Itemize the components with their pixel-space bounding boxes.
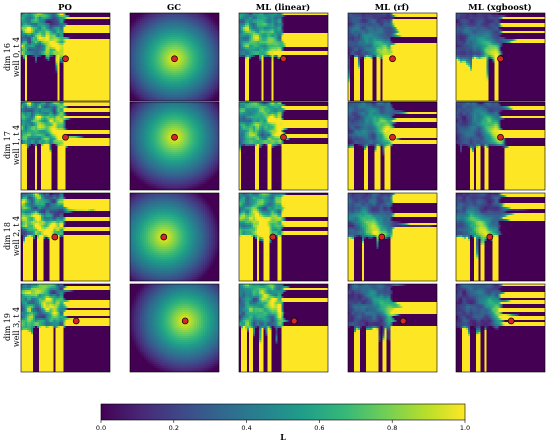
well-marker xyxy=(280,133,287,141)
row-label-1-line1: dim 17 xyxy=(3,131,12,159)
colorbar-label: L xyxy=(280,432,286,442)
panel-frame xyxy=(129,283,220,373)
well-marker xyxy=(62,133,69,141)
panel-frame xyxy=(129,101,220,191)
well-marker xyxy=(497,133,504,141)
panel-frame xyxy=(20,283,111,373)
well-marker xyxy=(507,317,515,325)
heatmap-panel xyxy=(348,193,437,281)
panel-frame xyxy=(20,192,111,282)
row-label-2: dim 18 well 2, t 4 xyxy=(3,216,21,256)
well-marker xyxy=(378,233,386,241)
colorbar-tick-label: 0.4 xyxy=(241,424,251,432)
heatmap-panel xyxy=(239,102,328,190)
row-label-2-line2: well 2, t 4 xyxy=(12,216,21,256)
row-label-3: dim 19 well 3, t 4 xyxy=(3,307,21,347)
heatmap-panel xyxy=(21,284,110,372)
heatmap-panel xyxy=(456,193,545,281)
panel-frame xyxy=(238,12,329,102)
row-label-1-line2: well 1, t 4 xyxy=(12,125,21,165)
panel-frame xyxy=(455,192,546,282)
panel-frame xyxy=(347,192,438,282)
heatmap-panel xyxy=(130,284,219,372)
heatmap-panel xyxy=(21,102,110,190)
well-marker xyxy=(171,55,178,63)
panel-frame xyxy=(238,101,329,191)
panel-frame xyxy=(129,192,220,282)
row-label-2-line1: dim 18 xyxy=(3,222,12,250)
colorbar-tick-label: 0.2 xyxy=(169,424,179,432)
well-marker xyxy=(389,133,396,141)
well-marker xyxy=(389,55,396,63)
heatmap-panel xyxy=(456,102,545,190)
panel-frame xyxy=(347,101,438,191)
well-marker xyxy=(62,55,69,63)
colorbar-tick-label: 0.0 xyxy=(96,424,106,432)
panel-frame xyxy=(455,12,546,102)
heatmap-panel xyxy=(130,102,219,190)
well-marker xyxy=(497,55,504,63)
row-label-0-line2: well 0, t 4 xyxy=(12,37,21,77)
well-marker xyxy=(399,317,407,325)
panel-frame xyxy=(455,101,546,191)
panel-frame xyxy=(129,12,220,102)
heatmap-panel xyxy=(239,284,328,372)
well-marker xyxy=(280,55,287,63)
column-title-ml-linear: ML (linear) xyxy=(256,2,310,13)
well-marker xyxy=(486,233,494,241)
well-marker xyxy=(72,317,80,325)
column-title-ml-xgboost: ML (xgboost) xyxy=(468,2,531,13)
well-marker xyxy=(181,317,189,325)
panel-frame xyxy=(20,101,111,191)
well-marker xyxy=(51,233,59,241)
colorbar-tick-label: 1.0 xyxy=(460,424,470,432)
well-marker xyxy=(171,133,178,141)
panel-frame xyxy=(20,12,111,102)
panel-frame xyxy=(238,192,329,282)
heatmap-panel xyxy=(456,284,545,372)
heatmap-panel xyxy=(348,284,437,372)
row-label-3-line2: well 3, t 4 xyxy=(12,307,21,347)
row-label-0: dim 16 well 0, t 4 xyxy=(3,37,21,77)
panel-frame xyxy=(347,12,438,102)
panel-frame xyxy=(347,283,438,373)
row-label-3-line1: dim 19 xyxy=(3,313,12,341)
column-title-po: PO xyxy=(58,3,72,13)
well-marker xyxy=(290,317,298,325)
heatmap-panel xyxy=(239,193,328,281)
panel-frame xyxy=(455,283,546,373)
colorbar-tick-label: 0.6 xyxy=(314,424,324,432)
well-marker xyxy=(160,233,168,241)
panel-frame xyxy=(238,283,329,373)
colorbar xyxy=(100,403,466,421)
row-label-0-line1: dim 16 xyxy=(3,43,12,71)
colorbar-tick-label: 0.8 xyxy=(387,424,397,432)
well-marker xyxy=(269,233,277,241)
heatmap-panel xyxy=(348,102,437,190)
heatmap-grid xyxy=(20,12,546,373)
column-title-gc: GC xyxy=(167,3,181,13)
column-title-ml-rf: ML (rf) xyxy=(375,2,410,13)
row-label-1: dim 17 well 1, t 4 xyxy=(3,125,21,165)
colorbar-ticks: 0.0 0.2 0.4 0.6 0.8 1.0 xyxy=(96,420,470,432)
heatmap-panel xyxy=(21,193,110,281)
heatmap-panel xyxy=(130,193,219,281)
